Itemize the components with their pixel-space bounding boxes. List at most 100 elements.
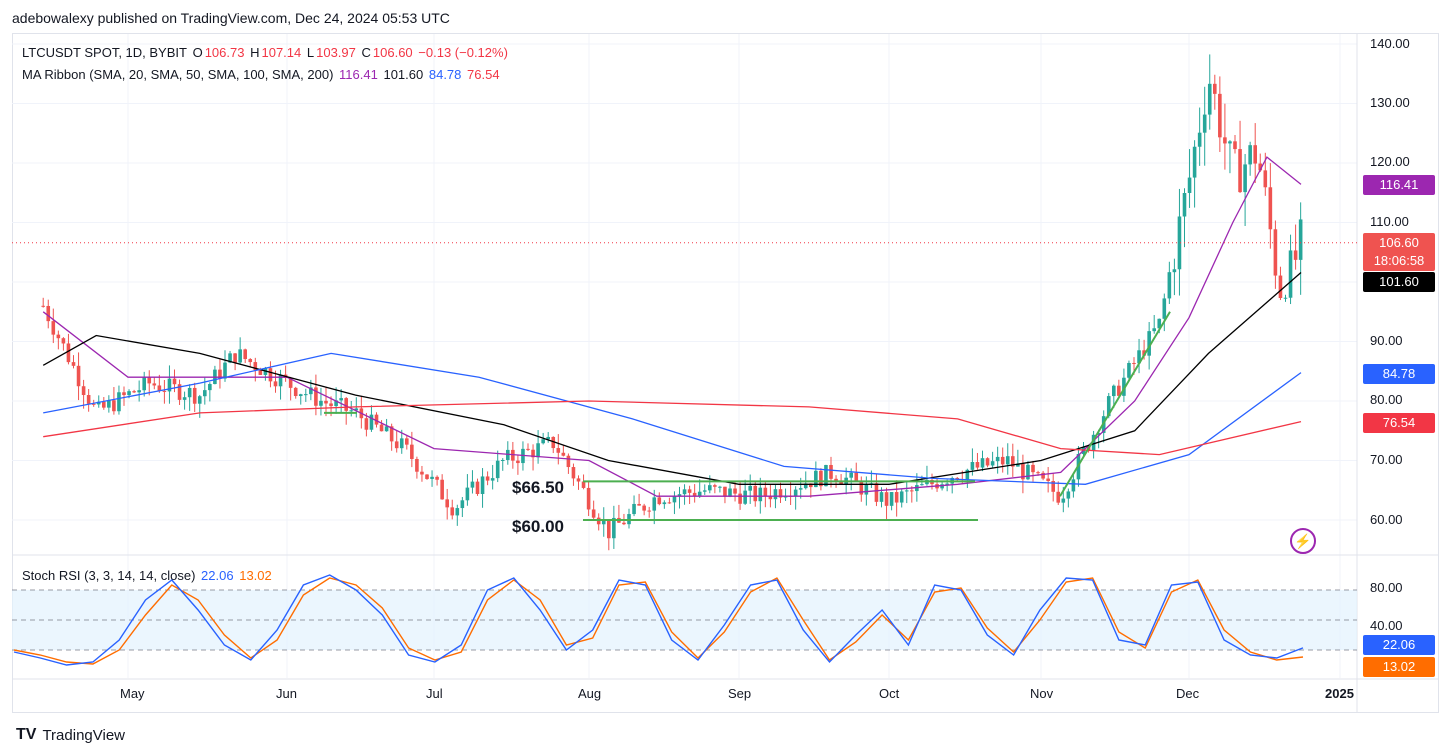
candle-body (172, 378, 177, 385)
low-label: L (306, 45, 315, 60)
tradingview-brand[interactable]: TV TradingView (16, 726, 125, 744)
candle-body (394, 441, 399, 449)
symbol-legend: LTCUSDT SPOT, 1D, BYBIT O 106.73 H 107.14 … (22, 45, 510, 60)
candle-body (768, 495, 773, 500)
candle-body (531, 449, 535, 458)
candle-body (662, 502, 667, 505)
candle-body (667, 502, 672, 504)
candle-body (66, 343, 71, 363)
candle-body (809, 483, 813, 488)
candle-body (672, 495, 677, 503)
tradingview-logo-icon: TV (16, 726, 37, 743)
candle-body (566, 455, 571, 468)
low-value: 103.97 (316, 45, 356, 60)
candle-body (61, 338, 66, 344)
candle-body (182, 397, 187, 400)
y-tick: 90.00 (1370, 333, 1403, 348)
candle-body (1041, 472, 1045, 479)
candle-body (581, 481, 586, 488)
candle-body (495, 460, 500, 479)
candle-body (197, 396, 202, 404)
candle-body (309, 387, 313, 395)
candle-body (405, 438, 409, 445)
candle-body (985, 458, 990, 466)
candle-body (1192, 146, 1197, 178)
y-tick: 60.00 (1370, 512, 1403, 527)
candle-body (107, 400, 111, 408)
candle-body (1238, 149, 1242, 193)
candle-body (874, 483, 879, 502)
candle-body (1011, 456, 1015, 467)
candle-body (1268, 187, 1273, 230)
candle-body (288, 378, 293, 388)
candle-body (854, 472, 859, 482)
candle-body (1187, 177, 1192, 193)
candle-body (1152, 328, 1156, 332)
y-tick: 120.00 (1370, 154, 1410, 169)
candle-body (1061, 498, 1066, 503)
candle-body (642, 505, 646, 511)
candle-body (253, 362, 258, 371)
candle-body (147, 376, 152, 384)
open-label: O (192, 45, 203, 60)
stoch-label[interactable]: Stoch RSI (3, 3, 14, 14, close) (22, 568, 196, 583)
candle-body (1258, 163, 1263, 171)
candle-body (632, 503, 636, 515)
candle-body (298, 394, 303, 397)
lightning-icon[interactable]: ⚡ (1290, 528, 1316, 554)
candle-body (349, 410, 354, 412)
candle-body (233, 353, 237, 363)
candle-body (692, 492, 697, 497)
candle-body (571, 467, 576, 479)
x-tick: Nov (1030, 686, 1054, 701)
candle-body (1288, 250, 1293, 298)
candle-body (1213, 83, 1217, 94)
stoch-d-tag: 13.02 (1363, 657, 1435, 677)
stoch-k-tag: 22.06 (1363, 635, 1435, 655)
candle-body (1056, 491, 1061, 503)
candle-body (132, 391, 136, 393)
candle-body (470, 481, 475, 488)
candle-body (945, 483, 949, 485)
candle-body (1091, 434, 1096, 451)
candle-body (748, 485, 752, 491)
candle-body (56, 334, 61, 339)
candle-body (1112, 385, 1116, 397)
x-tick: Jul (426, 686, 443, 701)
candle-body (687, 489, 692, 493)
candle-body (940, 484, 944, 489)
candle-body (591, 509, 596, 518)
candle-body (995, 456, 1000, 462)
candle-body (773, 489, 778, 500)
candle-body (455, 508, 460, 516)
candle-body (894, 492, 899, 503)
change-value: −0.13 (−0.12%) (418, 45, 508, 60)
candle-body (718, 486, 722, 488)
candle-body (76, 365, 81, 387)
candle-body (819, 470, 823, 487)
candle-body (1021, 463, 1025, 480)
candle-body (1046, 478, 1050, 481)
candle-body (435, 476, 439, 480)
candle-body (339, 398, 343, 401)
ma-ribbon-label[interactable]: MA Ribbon (SMA, 20, SMA, 50, SMA, 100, S… (22, 67, 334, 82)
candle-body (1207, 83, 1212, 115)
candle-body (157, 385, 162, 391)
candle-body (682, 489, 687, 495)
candle-body (314, 387, 318, 406)
candle-body (1005, 456, 1010, 465)
candle-body (803, 483, 808, 489)
candle-body (319, 400, 323, 406)
candle-body (849, 472, 853, 478)
candle-body (1142, 350, 1146, 356)
candle-body (374, 414, 379, 425)
candle-body (733, 488, 737, 494)
high-value: 107.14 (261, 45, 302, 60)
candle-body (506, 449, 510, 460)
candle-body (293, 387, 298, 397)
candle-body (273, 381, 278, 387)
ma-line-sma20 (42, 156, 1302, 497)
symbol-label[interactable]: LTCUSDT SPOT, 1D, BYBIT (22, 45, 187, 60)
candle-body (1228, 141, 1232, 144)
